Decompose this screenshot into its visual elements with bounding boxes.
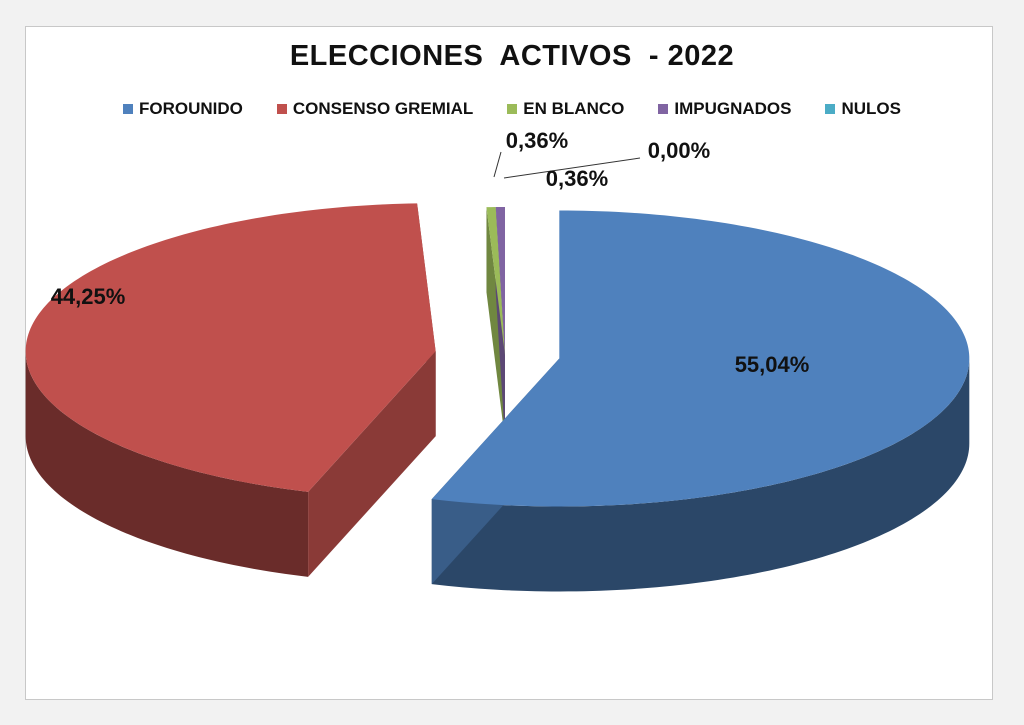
legend-swatch <box>507 104 518 114</box>
data-label-nulos: 0,00% <box>648 138 710 163</box>
slice-face-en-blanco <box>486 207 505 440</box>
legend-swatch <box>123 104 133 114</box>
legend-label: IMPUGNADOS <box>674 99 792 118</box>
pie-tops <box>25 203 970 507</box>
legend-item-forounido: FOROUNIDO <box>123 99 243 119</box>
data-label-consenso-gremial: 44,25% <box>51 284 126 309</box>
data-label-impugnados: 0,36% <box>546 166 608 191</box>
slice-face-consenso-gremial <box>308 351 436 577</box>
leader-line-en-blanco <box>493 151 502 178</box>
chart-legend: FOROUNIDO CONSENSO GREMIAL EN BLANCO IMP… <box>0 99 1024 119</box>
slice-side-consenso-gremial <box>25 351 309 577</box>
legend-label: EN BLANCO <box>523 99 625 118</box>
legend-item-nulos: NULOS <box>825 99 901 119</box>
slice-consenso-gremial <box>25 203 436 492</box>
slice-en-blanco <box>486 207 505 355</box>
legend-label: FOROUNIDO <box>139 99 243 118</box>
leader-line-nulos <box>503 157 641 179</box>
legend-item-consenso-gremial: CONSENSO GREMIAL <box>276 99 474 119</box>
legend-swatch <box>658 104 669 114</box>
pie-labels: 55,04% 44,25% 0,36% 0,36% 0,00% <box>51 128 810 377</box>
legend-item-en-blanco: EN BLANCO <box>507 99 624 119</box>
legend-label: CONSENSO GREMIAL <box>292 99 474 118</box>
legend-swatch <box>825 104 836 114</box>
chart-title: ELECCIONES ACTIVOS - 2022 <box>289 40 735 72</box>
legend-item-impugnados: IMPUGNADOS <box>658 99 791 119</box>
pie-leaders <box>493 151 641 179</box>
slice-forounido <box>431 210 970 507</box>
slice-side-forounido <box>431 358 970 592</box>
data-label-en-blanco: 0,36% <box>506 128 568 153</box>
legend-swatch <box>276 104 287 114</box>
slice-impugnados <box>495 207 505 355</box>
legend-label: NULOS <box>841 99 901 118</box>
data-label-forounido: 55,04% <box>735 352 810 377</box>
